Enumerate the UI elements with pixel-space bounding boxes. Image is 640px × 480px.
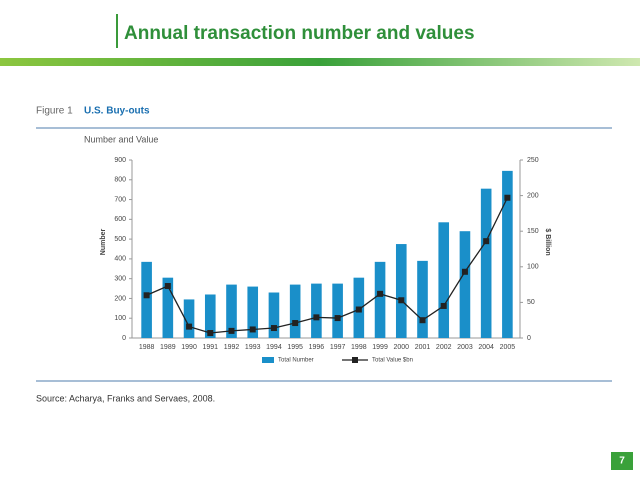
bar	[480, 188, 492, 338]
page-badge	[611, 452, 633, 470]
bar	[162, 277, 174, 338]
legend-swatch	[262, 357, 274, 363]
y2-tick-label: 250	[527, 157, 539, 164]
source: Source: Acharya, Franks and Servaes, 200…	[36, 393, 215, 403]
line-marker	[164, 283, 171, 290]
y2-tick-label: 50	[527, 299, 535, 306]
bar	[141, 261, 152, 338]
x-tick-label: 1999	[372, 344, 388, 351]
x-tick-label: 1991	[202, 344, 218, 351]
x-tick-label: 2005	[500, 344, 516, 351]
bar	[289, 284, 301, 338]
line-marker	[270, 325, 277, 332]
line-marker	[249, 326, 256, 333]
value-line	[146, 197, 508, 334]
y-axis-title: Number	[100, 229, 107, 256]
line-marker	[398, 297, 405, 304]
x-tick-label: 1992	[224, 344, 240, 351]
x-tick-label: 1989	[160, 344, 176, 351]
page-number: 7	[619, 456, 625, 467]
x-tick-label: 1996	[309, 344, 325, 351]
line-marker	[143, 292, 150, 299]
line-marker	[334, 315, 341, 322]
line-marker	[483, 238, 490, 245]
x-tick-label: 1988	[139, 344, 155, 351]
line-marker	[292, 320, 299, 327]
x-tick-label: 2003	[457, 344, 473, 351]
bar	[417, 260, 428, 338]
bar	[183, 299, 195, 338]
subtitle: Number and Value	[84, 134, 158, 144]
bar	[311, 283, 322, 338]
header-band	[0, 58, 640, 66]
x-tick-label: 1997	[330, 344, 346, 351]
y-tick-label: 900	[114, 157, 126, 164]
y-tick-label: 500	[114, 236, 126, 243]
y2-tick-label: 0	[527, 335, 531, 342]
figure-title: U.S. Buy-outs	[84, 106, 150, 117]
x-tick-label: 1993	[245, 344, 261, 351]
line-marker	[504, 194, 511, 201]
x-tick-label: 1994	[266, 344, 282, 351]
y-tick-label: 700	[114, 196, 126, 203]
x-tick-label: 1995	[287, 344, 303, 351]
x-tick-label: 2004	[478, 344, 494, 351]
line-marker	[440, 302, 447, 309]
y-tick-label: 300	[114, 276, 126, 283]
x-tick-label: 2000	[393, 344, 409, 351]
line-marker	[377, 290, 384, 297]
line-marker	[419, 317, 426, 324]
slide-title: Annual transaction number and values	[124, 23, 475, 44]
y-tick-label: 400	[114, 256, 126, 263]
bar	[395, 244, 407, 338]
y-tick-label: 0	[122, 335, 126, 342]
y2-tick-label: 100	[527, 264, 539, 271]
bar	[268, 292, 280, 338]
y-tick-label: 800	[114, 177, 126, 184]
bar	[459, 231, 471, 338]
bar	[204, 294, 216, 338]
bar	[226, 284, 237, 338]
line-marker	[228, 327, 235, 334]
y2-tick-label: 200	[527, 192, 539, 199]
y2-axis-title: $ Billion	[544, 228, 551, 255]
bar	[502, 170, 513, 338]
y-tick-label: 600	[114, 216, 126, 223]
line-marker	[186, 323, 193, 330]
line-marker	[207, 330, 214, 337]
figure-label: Figure 1	[36, 106, 73, 117]
legend-label: Total Number	[278, 358, 314, 364]
y2-tick-label: 150	[527, 228, 539, 235]
line-marker	[461, 268, 468, 275]
x-tick-label: 1990	[181, 344, 197, 351]
x-tick-label: 2002	[436, 344, 452, 351]
y-tick-label: 100	[114, 315, 126, 322]
bar	[438, 222, 450, 338]
bar	[332, 283, 343, 338]
bar	[374, 261, 386, 338]
line-marker	[355, 306, 362, 313]
y-tick-label: 200	[114, 295, 126, 302]
legend-label: Total Value $bn	[372, 358, 413, 364]
x-tick-label: 1998	[351, 344, 367, 351]
legend-marker	[352, 357, 358, 363]
bar	[247, 286, 259, 338]
x-tick-label: 2001	[415, 344, 431, 351]
line-marker	[313, 314, 320, 321]
